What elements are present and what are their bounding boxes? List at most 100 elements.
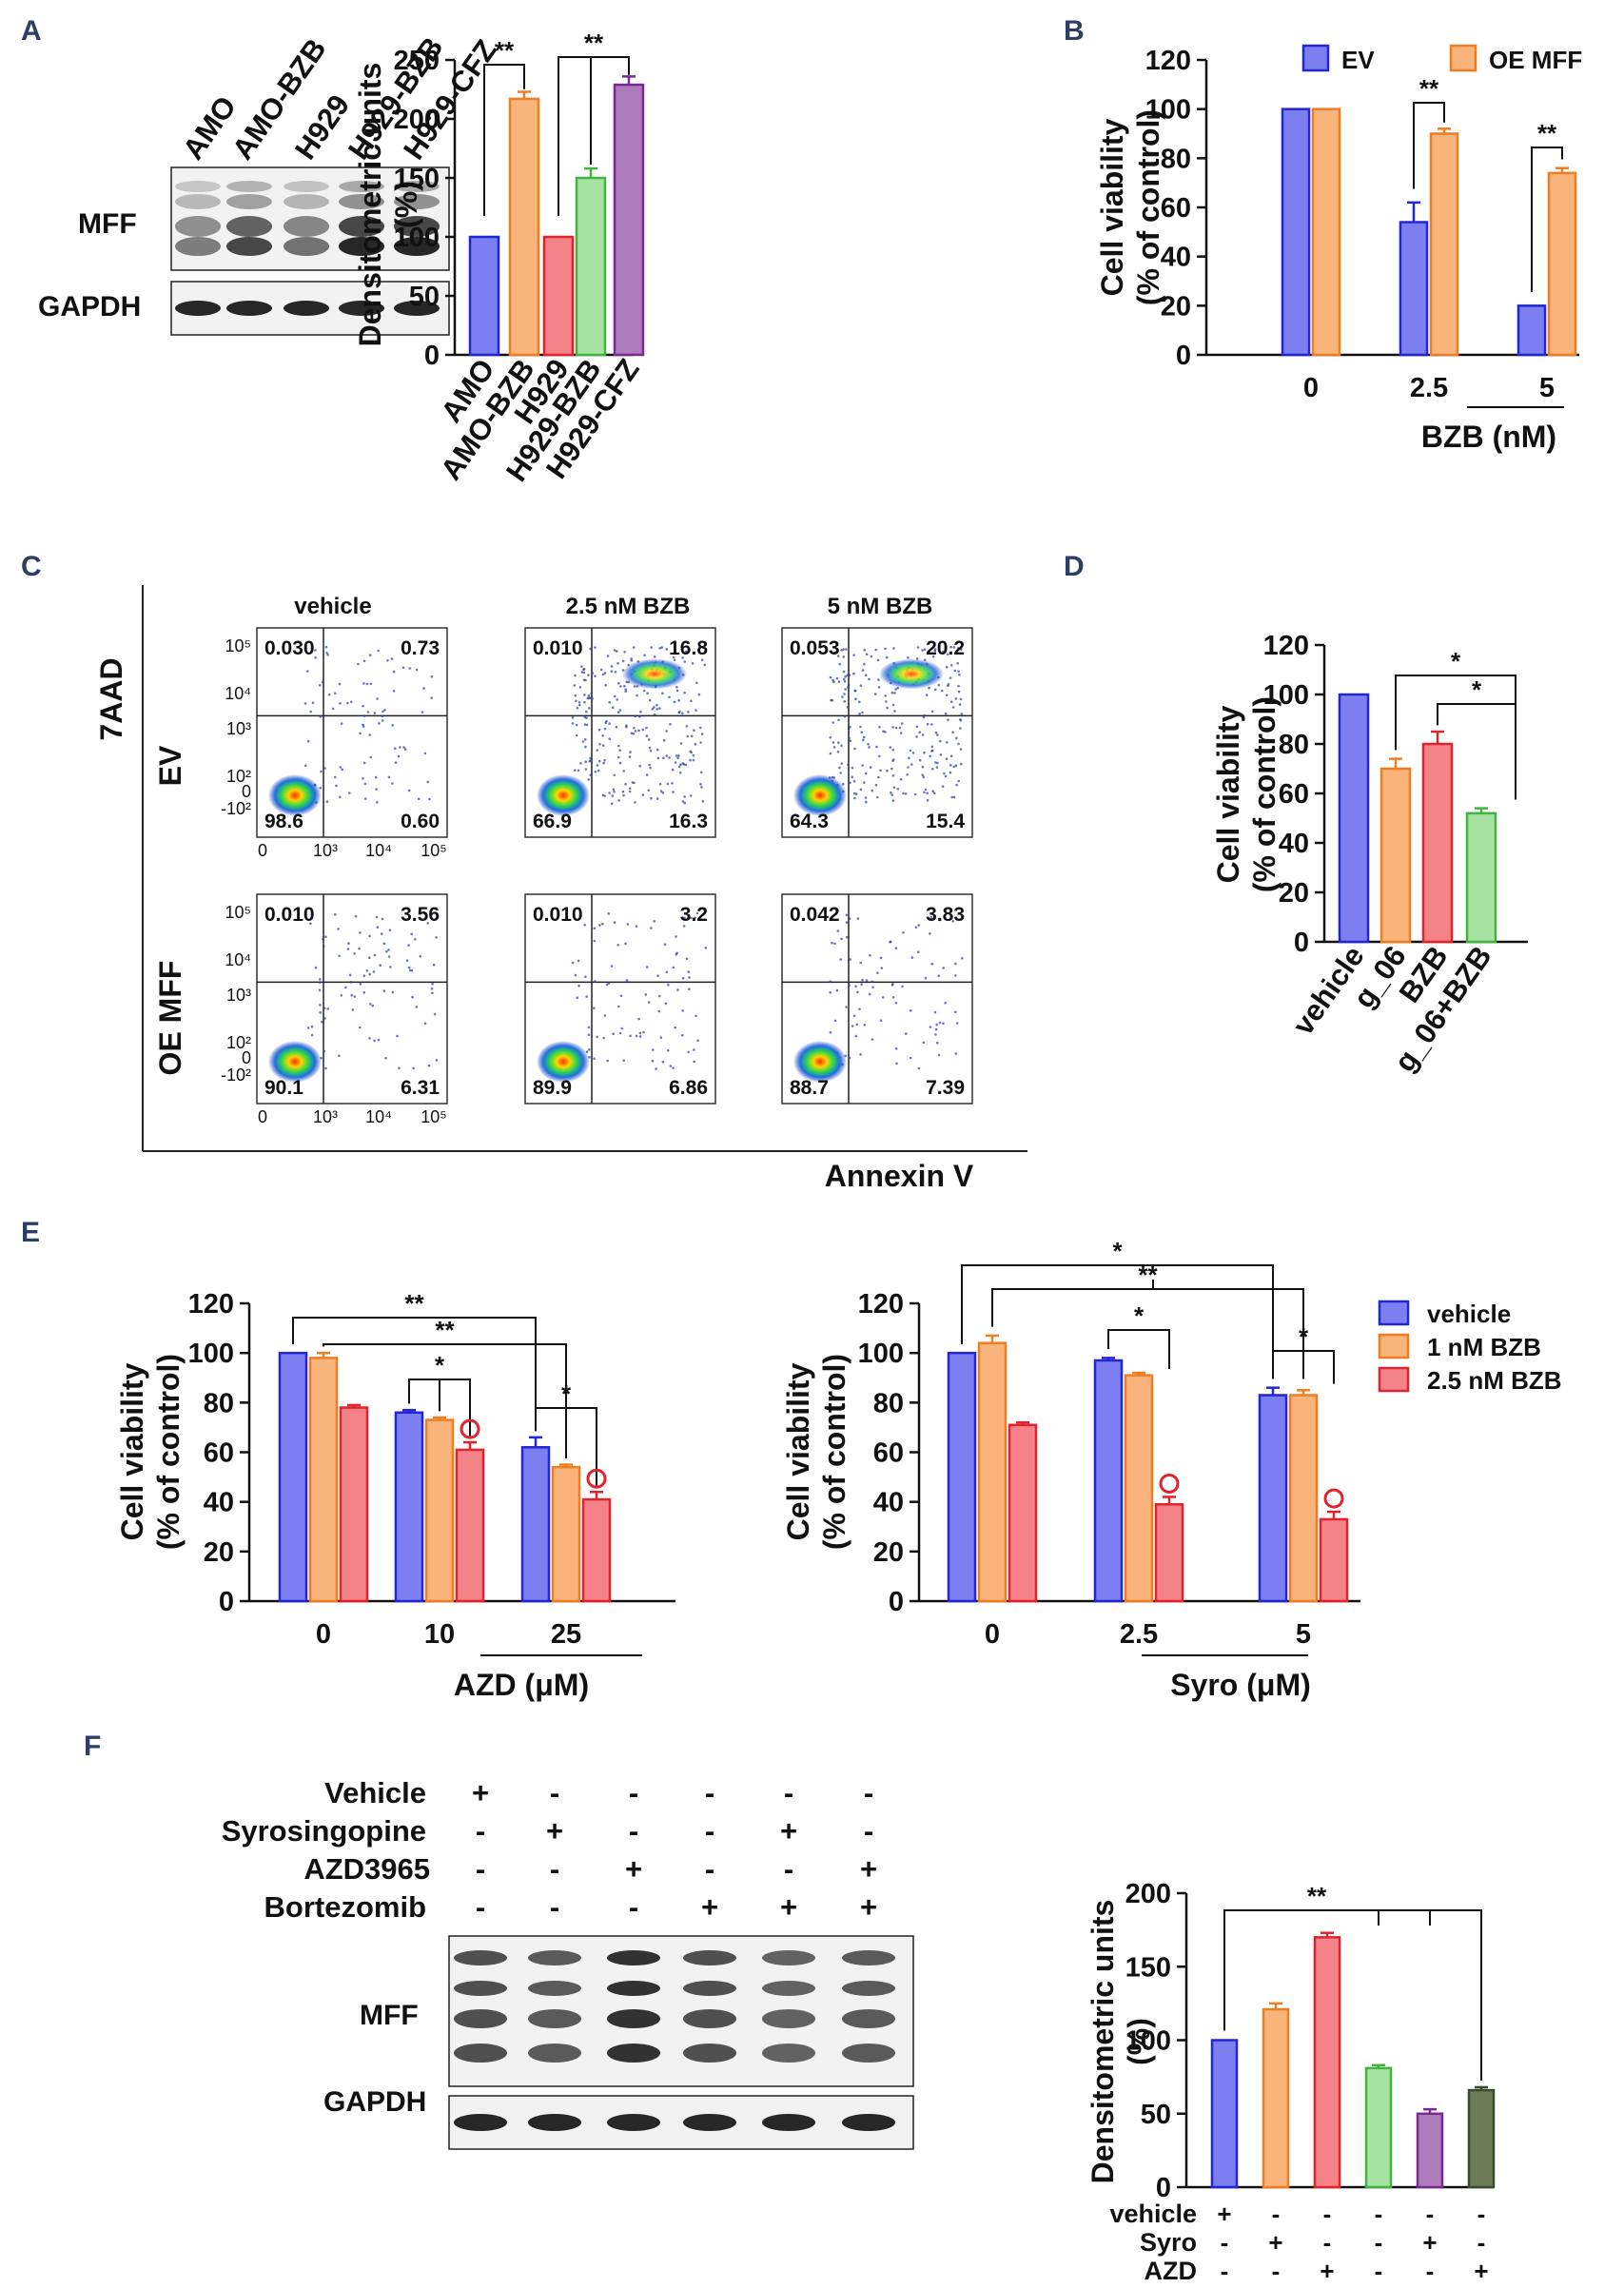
flow-y-tick: 10² [226,1033,251,1052]
flow-event [959,697,963,701]
flow-event [894,688,897,691]
flow-event [577,959,580,963]
flow-event [677,711,681,714]
flow-event [571,716,575,719]
quadrant-value: 15.4 [926,811,965,832]
y-tick-label: 100 [1145,95,1191,126]
flow-event [930,962,934,966]
flow-event [655,797,659,800]
flow-event [949,764,952,767]
flow-event [397,754,401,758]
flow-y-tick: 10⁵ [225,636,251,655]
blot-band [762,1981,815,1996]
flow-event [943,772,946,775]
flow-event [577,700,581,704]
flow-event [334,912,337,916]
flow-event [584,975,587,978]
flow-event [906,773,909,776]
flow-event [606,1059,609,1063]
flow-event [655,1067,657,1070]
flow-event [691,662,695,665]
flow-event [690,734,694,738]
flow-event [674,761,677,764]
flow-event [933,792,936,795]
y-tick-label: 120 [188,1289,234,1320]
significance-bracket [1531,147,1563,292]
flow-event [907,766,910,769]
flow-event [917,924,920,927]
flow-event [856,917,860,920]
panel-f-chart-treatments: vehicle+-----Syro-+--+-AZD--+--+BZB---++… [1109,2200,1488,2288]
blot-treatment-sign: - [550,1776,559,1809]
flow-event [853,689,857,693]
blot-band [339,237,384,256]
flow-event [934,731,938,734]
flow-event [683,691,686,694]
flow-event [589,759,593,762]
marker-circle [1159,1473,1180,1494]
flow-event [380,932,383,935]
flow-event [863,1024,867,1027]
flow-event [593,1057,596,1060]
flow-event [349,981,353,984]
flow-event [861,978,864,982]
flow-event [596,1035,598,1039]
flow-event [685,725,689,728]
flow-event [842,677,846,681]
significance-label: * [435,1351,445,1379]
flow-event [853,747,856,751]
flow-event [687,970,691,973]
y-tick-label: 0 [219,1587,234,1617]
y-tick-label: 100 [188,1339,234,1369]
blot-band [339,194,384,209]
flow-event [618,1031,622,1035]
significance-label: ** [435,1316,455,1344]
flow-event [926,798,929,802]
flow-event [368,972,372,976]
flow-event [682,763,686,766]
flow-event [431,991,434,995]
y-tick-label: 120 [858,1289,904,1320]
flow-event [949,700,953,703]
y-tick-label: 0 [889,1587,904,1617]
flow-event [949,664,953,667]
flow-event [865,653,869,655]
blot-treatment-label: Vehicle [324,1776,426,1809]
flow-col-title: 5 nM BZB [828,594,933,619]
x-tick-label: 25 [551,1619,581,1650]
blot-band [454,1950,507,1965]
flow-event [918,758,922,762]
flow-event [859,788,863,792]
bar [1467,2088,1496,2189]
flow-event [941,650,945,654]
blot-band [454,2009,507,2028]
flow-event [829,990,832,994]
flow-event [362,704,364,708]
flow-event [574,769,577,772]
flow-event [646,692,649,694]
flow-event [603,758,606,762]
flow-event [955,736,958,740]
blot-f-mff-membrane [448,1935,914,2087]
flow-event [577,769,580,772]
flow-event [681,1034,684,1037]
flow-event [657,1009,661,1013]
flow-event [593,927,597,930]
blot-band [175,216,221,237]
marker-circle [586,1468,607,1489]
bar [1210,2039,1239,2189]
chart-treatment-sign: + [1217,2200,1231,2228]
flow-event [829,675,832,679]
quadrant-value: 89.9 [533,1077,572,1099]
flow-event [664,1002,668,1006]
flow-event [597,759,601,763]
chart-treatment-sign: - [1221,2285,1229,2288]
y-tick-label: 200 [394,105,440,135]
significance-label: ** [404,1289,424,1318]
flow-event [584,760,587,763]
quadrant-value: 16.3 [669,811,708,832]
flow-event [331,707,335,711]
flow-event [337,928,340,930]
chart-treatment-sign: - [1323,2200,1332,2228]
